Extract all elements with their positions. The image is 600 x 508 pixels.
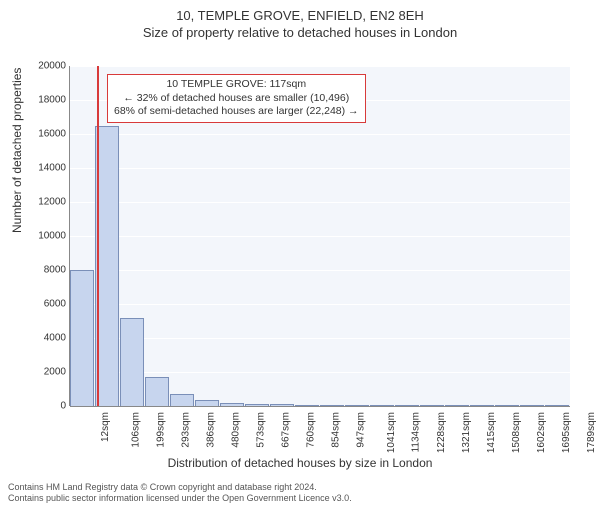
- x-tick-label: 199sqm: [156, 412, 167, 448]
- histogram-bar: [120, 318, 144, 406]
- y-axis-label: Number of detached properties: [10, 68, 24, 233]
- gridline: [70, 202, 570, 203]
- y-tick-label: 2000: [16, 367, 66, 378]
- x-tick-label: 293sqm: [181, 412, 192, 448]
- gridline: [70, 168, 570, 169]
- x-axis-line: [70, 406, 570, 407]
- x-tick-label: 106sqm: [131, 412, 142, 448]
- gridline: [70, 236, 570, 237]
- y-tick-label: 4000: [16, 333, 66, 344]
- y-tick-label: 14000: [16, 163, 66, 174]
- gridline: [70, 304, 570, 305]
- x-tick-label: 760sqm: [306, 412, 317, 448]
- chart-title-sub: Size of property relative to detached ho…: [0, 25, 600, 40]
- histogram-bar: [70, 270, 94, 406]
- y-tick-label: 6000: [16, 299, 66, 310]
- x-tick-label: 1134sqm: [410, 412, 421, 452]
- x-tick-label: 12sqm: [100, 412, 111, 442]
- footer-line-2: Contains public sector information licen…: [8, 493, 592, 504]
- x-tick-label: 1415sqm: [486, 412, 497, 453]
- gridline: [70, 134, 570, 135]
- gridline: [70, 372, 570, 373]
- annotation-line-1: 10 TEMPLE GROVE: 117sqm: [114, 78, 359, 92]
- x-tick-label: 386sqm: [206, 412, 217, 448]
- x-axis-label: Distribution of detached houses by size …: [0, 456, 600, 470]
- y-tick-label: 8000: [16, 265, 66, 276]
- x-tick-label: 854sqm: [331, 412, 342, 448]
- x-tick-label: 1508sqm: [511, 412, 522, 453]
- gridline: [70, 338, 570, 339]
- x-tick-label: 480sqm: [231, 412, 242, 448]
- x-tick-label: 1041sqm: [386, 412, 397, 453]
- x-tick-label: 1602sqm: [536, 412, 547, 453]
- annotation-callout: 10 TEMPLE GROVE: 117sqm ← 32% of detache…: [107, 74, 366, 123]
- histogram-bar: [145, 377, 169, 406]
- x-tick-label: 947sqm: [356, 412, 367, 448]
- y-tick-label: 0: [16, 401, 66, 412]
- x-tick-label: 1695sqm: [561, 412, 572, 453]
- x-tick-label: 1789sqm: [586, 412, 597, 453]
- y-tick-label: 16000: [16, 129, 66, 140]
- x-tick-label: 1228sqm: [436, 412, 447, 453]
- y-tick-label: 18000: [16, 95, 66, 106]
- x-tick-label: 1321sqm: [461, 412, 472, 453]
- histogram-bar: [170, 394, 194, 406]
- y-axis-line: [69, 66, 70, 406]
- chart-title-main: 10, TEMPLE GROVE, ENFIELD, EN2 8EH: [0, 8, 600, 23]
- property-marker-line: [97, 66, 99, 406]
- gridline: [70, 270, 570, 271]
- footer-attribution: Contains HM Land Registry data © Crown c…: [8, 482, 592, 505]
- annotation-line-2: ← 32% of detached houses are smaller (10…: [114, 92, 359, 106]
- y-tick-label: 20000: [16, 61, 66, 72]
- annotation-line-3: 68% of semi-detached houses are larger (…: [114, 105, 359, 119]
- y-tick-label: 12000: [16, 197, 66, 208]
- gridline: [70, 66, 570, 67]
- y-tick-label: 10000: [16, 231, 66, 242]
- x-tick-label: 573sqm: [256, 412, 267, 448]
- footer-line-1: Contains HM Land Registry data © Crown c…: [8, 482, 592, 493]
- x-tick-label: 667sqm: [281, 412, 292, 448]
